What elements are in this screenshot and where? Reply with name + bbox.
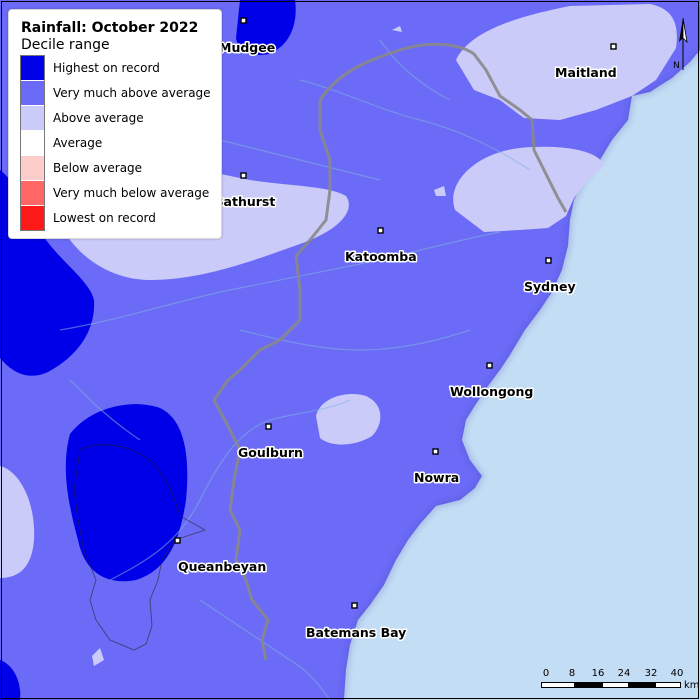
- scale-unit: km: [684, 680, 700, 691]
- legend-item-above: Above average: [21, 106, 221, 131]
- boundary-line: [212, 42, 568, 661]
- scale-bar: 0 8 16 24 32 40 km: [541, 668, 700, 691]
- label-bathurst: Bathurst: [214, 194, 275, 209]
- legend-item-average: Average: [21, 131, 221, 156]
- highest-on-record-regions: [0, 0, 296, 700]
- label-queanbeyan: Queanbeyan: [178, 559, 266, 574]
- legend-label: Below average: [53, 161, 143, 175]
- legend-swatch: [21, 206, 44, 230]
- legend-label: Very much below average: [53, 186, 210, 200]
- scale-tick: 0: [542, 668, 550, 679]
- rivers: [59, 39, 531, 700]
- label-sydney: Sydney: [524, 279, 576, 294]
- legend-swatch: [21, 156, 44, 180]
- scale-segment: [602, 682, 629, 688]
- legend-item-below: Below average: [21, 156, 221, 181]
- label-mudgee: Mudgee: [219, 40, 275, 55]
- legend-label: Highest on record: [53, 61, 160, 75]
- coast-shadow: [342, 49, 700, 700]
- legend-swatch: [21, 106, 44, 130]
- legend-label: Very much above average: [53, 86, 211, 100]
- scale-segment: [655, 682, 681, 688]
- legend-swatch: [21, 81, 44, 105]
- scale-segment: [629, 682, 655, 688]
- legend-swatch: [21, 181, 44, 205]
- legend-label: Above average: [53, 111, 144, 125]
- label-katoomba: Katoomba: [345, 249, 417, 264]
- north-arrow-icon: N: [673, 17, 688, 71]
- scale-tick: 40: [670, 668, 684, 679]
- scale-segment: [541, 682, 575, 688]
- catchment-outline: [73, 444, 207, 651]
- legend-item-highest: Highest on record: [21, 56, 221, 81]
- scale-tick: 24: [617, 668, 631, 679]
- town-markers: [174, 17, 617, 609]
- north-label: N: [673, 61, 680, 71]
- legend-items: Highest on record Very much above averag…: [20, 55, 221, 231]
- legend-swatch: [21, 131, 44, 155]
- legend-item-very-much-below: Very much below average: [21, 181, 221, 206]
- legend-label: Average: [53, 136, 103, 150]
- map-title: Rainfall: October 2022: [21, 20, 199, 36]
- boundary-line-2: [318, 100, 332, 190]
- scale-tick: 16: [591, 668, 605, 679]
- ocean: [344, 50, 700, 700]
- legend-swatch: [21, 56, 44, 80]
- scale-segment: [575, 682, 602, 688]
- label-wollongong: Wollongong: [450, 384, 533, 399]
- label-batemans-bay: Batemans Bay: [306, 625, 406, 640]
- scale-tick: 32: [644, 668, 658, 679]
- label-nowra: Nowra: [414, 470, 459, 485]
- label-maitland: Maitland: [555, 65, 617, 80]
- legend: Rainfall: October 2022 Decile range High…: [8, 9, 222, 239]
- scale-tick: 8: [568, 668, 576, 679]
- legend-item-lowest: Lowest on record: [21, 206, 221, 231]
- label-goulburn: Goulburn: [238, 445, 303, 460]
- legend-item-very-much-above: Very much above average: [21, 81, 221, 106]
- legend-subtitle: Decile range: [21, 37, 110, 53]
- place-labels: Mudgee Maitland Bathurst Katoomba Sydney…: [177, 39, 619, 642]
- legend-label: Lowest on record: [53, 211, 156, 225]
